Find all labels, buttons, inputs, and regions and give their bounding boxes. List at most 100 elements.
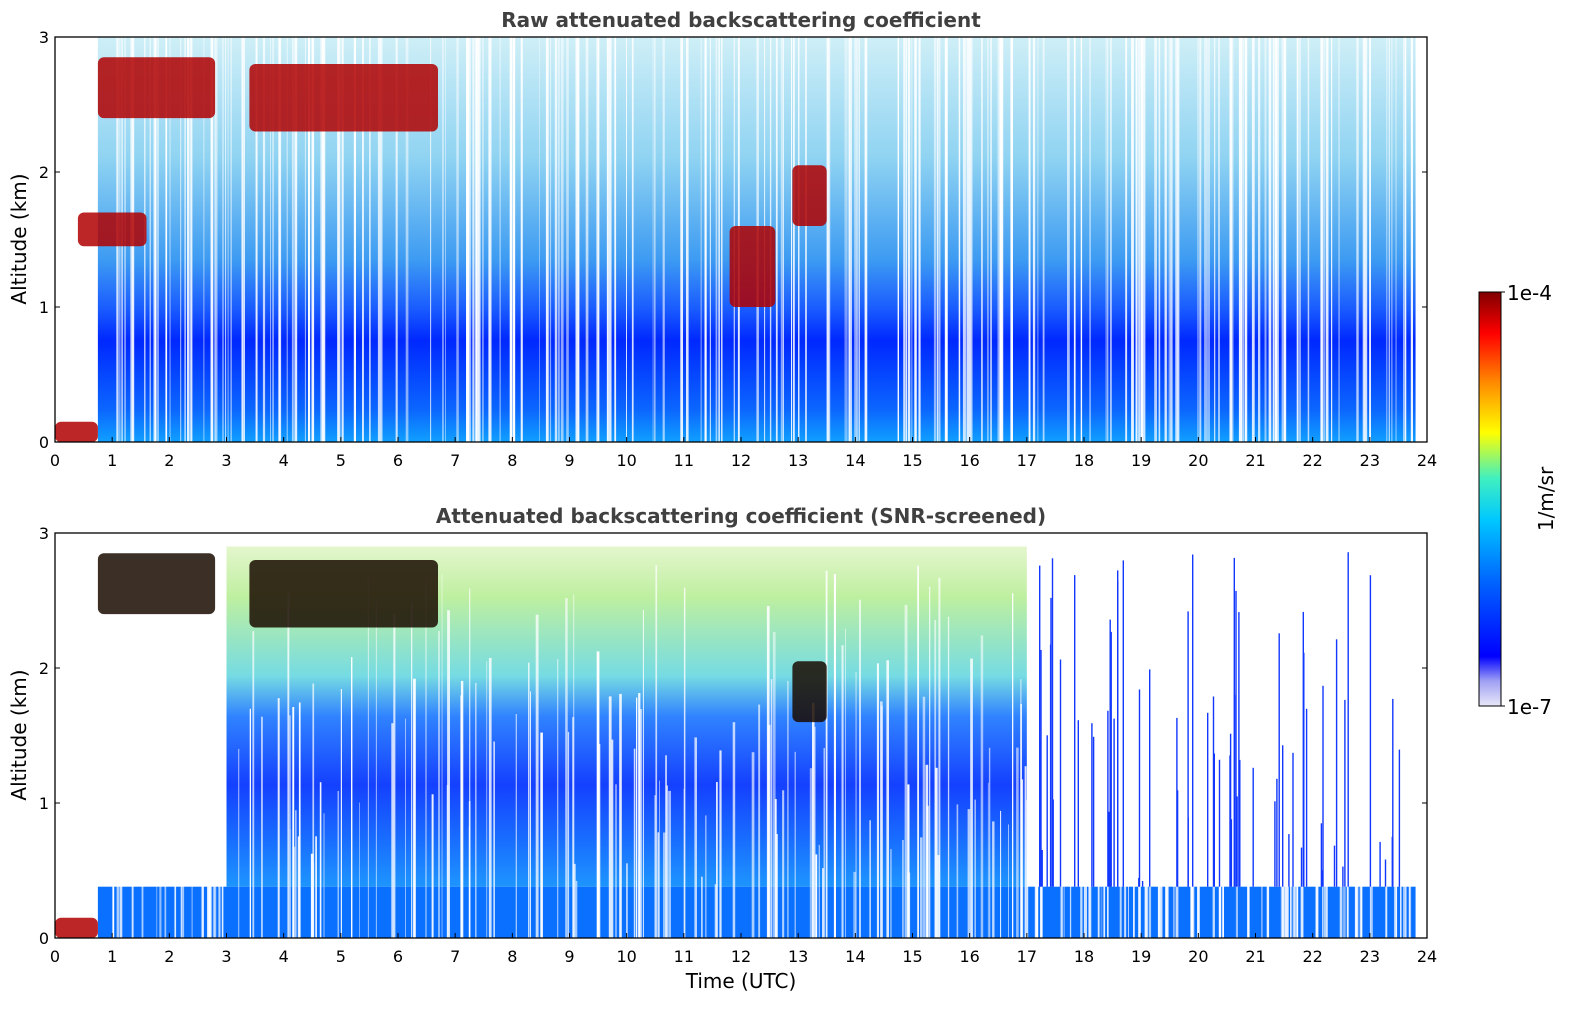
signal-column: [1107, 710, 1109, 887]
data-gap: [1028, 37, 1031, 442]
data-gap: [1247, 600, 1250, 938]
data-gap: [1355, 741, 1359, 938]
data-gap: [937, 37, 939, 442]
data-gap: [680, 37, 683, 442]
data-gap: [642, 609, 644, 938]
data-gap: [1154, 37, 1157, 442]
x-tick-label: 9: [564, 947, 574, 966]
x-tick-label: 0: [50, 947, 60, 966]
data-gap: [1073, 37, 1076, 442]
x-tick-label: 20: [1188, 947, 1208, 966]
data-gap: [938, 577, 941, 938]
data-gap: [585, 37, 589, 442]
data-gap: [337, 37, 340, 442]
signal-column: [1392, 698, 1394, 887]
data-gap: [845, 628, 846, 938]
data-gap: [249, 708, 251, 938]
data-gap: [1138, 37, 1140, 442]
data-gap: [535, 614, 539, 938]
data-gap: [663, 832, 666, 938]
data-gap: [1176, 37, 1180, 442]
data-gap: [292, 707, 295, 938]
signal-column: [1207, 712, 1209, 887]
x-tick-label: 24: [1417, 947, 1437, 966]
data-gap: [112, 587, 115, 938]
x-tick-label: 11: [674, 451, 694, 470]
data-gap: [596, 651, 600, 938]
data-gap: [1103, 802, 1106, 938]
data-gap: [1037, 37, 1039, 442]
data-gap: [243, 37, 245, 442]
data-gap: [1080, 816, 1083, 938]
data-gap: [965, 37, 967, 442]
data-gap: [430, 37, 432, 442]
data-gap: [1404, 583, 1406, 938]
data-gap: [1286, 643, 1289, 938]
data-gap: [396, 37, 398, 442]
data-gap: [1173, 659, 1175, 938]
data-gap: [1361, 814, 1363, 938]
data-gap: [869, 820, 871, 938]
data-gap: [431, 794, 434, 938]
data-gap: [856, 37, 859, 442]
data-gap: [341, 37, 344, 442]
data-gap: [1394, 693, 1397, 938]
data-gap: [520, 37, 523, 442]
y-tick-label: 0: [39, 433, 49, 452]
data-gap: [1321, 37, 1324, 442]
data-gap: [1331, 37, 1333, 442]
data-gap: [1369, 855, 1372, 938]
y-tick-label: 1: [39, 794, 49, 813]
signal-column: [1176, 790, 1179, 887]
data-gap: [1097, 574, 1099, 938]
data-gap: [141, 566, 144, 938]
data-gap: [255, 37, 258, 442]
data-gap: [405, 37, 409, 442]
data-gap: [375, 599, 377, 938]
data-gap: [1105, 37, 1107, 442]
y-tick-label: 2: [39, 163, 49, 182]
y-tick-label: 1: [39, 298, 49, 317]
data-gap: [311, 37, 315, 442]
data-gap: [914, 37, 916, 442]
data-gap: [822, 868, 824, 938]
data-gap: [714, 884, 717, 938]
data-gap: [654, 37, 656, 442]
signal-column: [1342, 866, 1344, 887]
data-gap: [292, 846, 296, 938]
data-gap: [841, 645, 844, 938]
data-gap: [686, 37, 689, 442]
x-tick-label: 22: [1302, 451, 1322, 470]
data-gap: [351, 657, 353, 938]
data-gap: [1229, 37, 1232, 442]
data-gap: [721, 37, 723, 442]
signal-column: [1213, 753, 1215, 887]
signal-column: [1238, 612, 1240, 887]
x-tick-label: 6: [393, 947, 403, 966]
data-gap: [297, 836, 300, 938]
data-gap: [241, 37, 244, 442]
data-gap: [1165, 787, 1168, 938]
data-gap: [652, 37, 654, 442]
signal-column: [1236, 796, 1238, 887]
signal-column: [1305, 708, 1308, 887]
data-gap: [469, 588, 471, 938]
data-gap: [981, 37, 983, 442]
x-tick-label: 18: [1074, 451, 1094, 470]
data-gap: [920, 837, 923, 938]
signal-column: [1149, 669, 1151, 887]
data-gap: [493, 741, 495, 938]
data-gap: [515, 714, 517, 938]
data-gap: [377, 37, 381, 442]
signal-column: [1398, 749, 1401, 887]
data-gap: [876, 663, 879, 938]
signal-column: [1192, 554, 1194, 887]
data-gap: [987, 37, 989, 442]
data-gap: [1238, 37, 1242, 442]
signal-column: [1074, 575, 1076, 887]
data-gap: [214, 764, 217, 938]
y-tick-label: 0: [39, 929, 49, 948]
data-gap: [772, 632, 776, 938]
data-gap: [1338, 37, 1340, 442]
data-gap: [1307, 37, 1310, 442]
